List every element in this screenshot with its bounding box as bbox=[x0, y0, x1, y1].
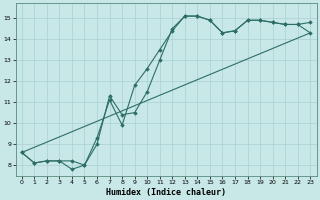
X-axis label: Humidex (Indice chaleur): Humidex (Indice chaleur) bbox=[106, 188, 226, 197]
